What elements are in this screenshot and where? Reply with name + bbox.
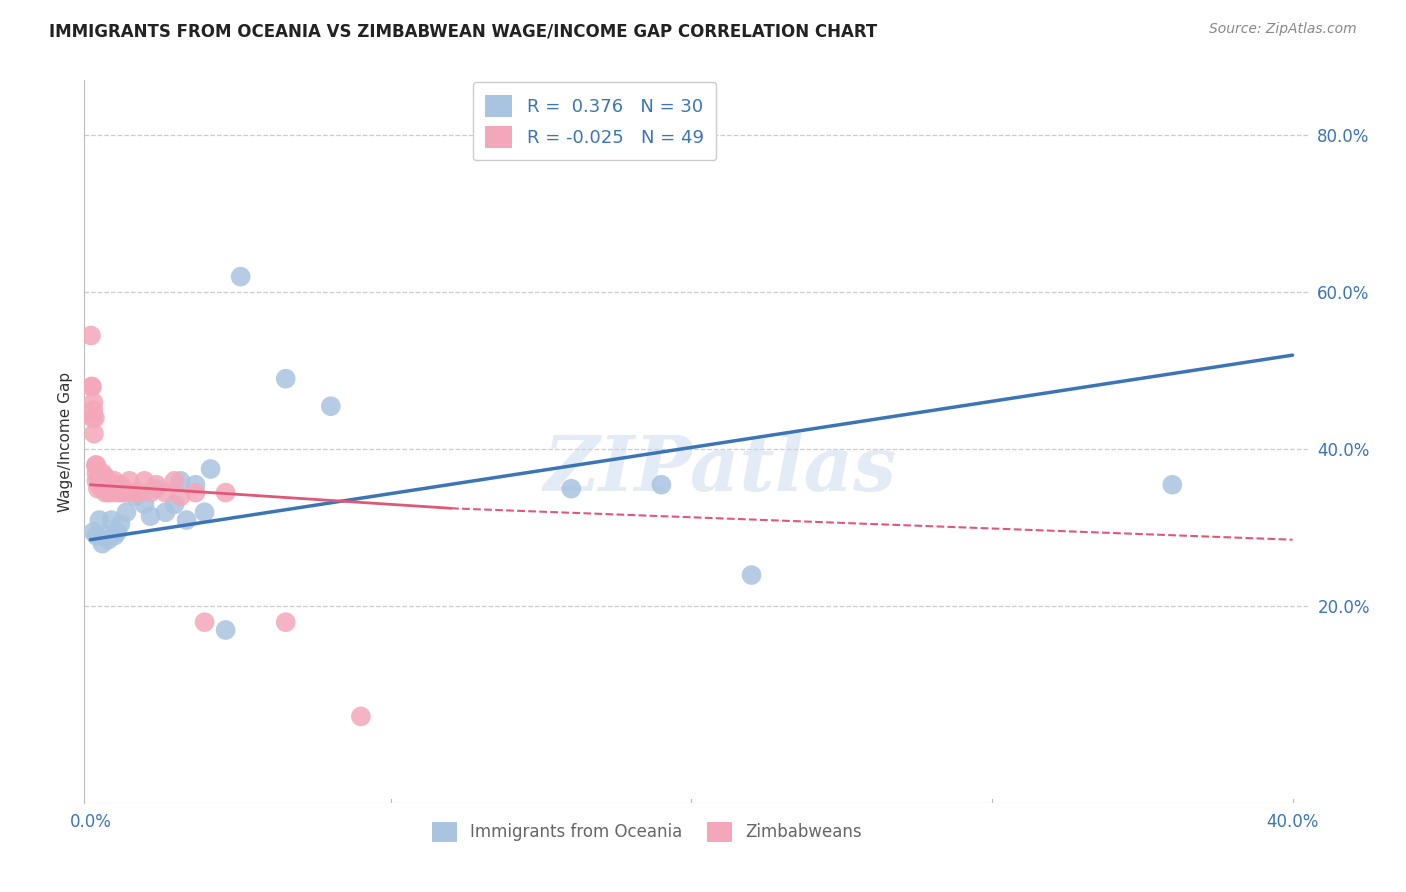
Point: [103, 474, 125, 488]
Point: [184, 477, 207, 491]
Point: [91, 536, 114, 550]
Point: [90, 477, 112, 491]
Point: [118, 474, 141, 488]
Point: [139, 485, 162, 500]
Point: [80, 379, 103, 393]
Point: [100, 513, 122, 527]
Text: Source: ZipAtlas.com: Source: ZipAtlas.com: [1209, 22, 1357, 37]
Point: [80, 328, 103, 343]
Point: [91, 466, 114, 480]
Point: [169, 490, 191, 504]
Point: [82, 411, 104, 425]
Point: [155, 505, 177, 519]
Point: [100, 485, 122, 500]
Point: [107, 524, 129, 539]
Point: [115, 505, 138, 519]
Point: [103, 482, 125, 496]
Point: [89, 470, 111, 484]
Point: [86, 458, 108, 472]
Point: [83, 411, 105, 425]
Point: [89, 474, 111, 488]
Point: [110, 485, 132, 500]
Point: [229, 269, 252, 284]
Point: [86, 529, 108, 543]
Point: [91, 477, 114, 491]
Point: [83, 426, 105, 441]
Point: [87, 482, 110, 496]
Point: [145, 482, 167, 496]
Point: [89, 477, 111, 491]
Point: [94, 485, 117, 500]
Point: [145, 477, 167, 491]
Point: [103, 529, 125, 543]
Point: [176, 513, 198, 527]
Point: [274, 615, 297, 630]
Point: [741, 568, 763, 582]
Point: [124, 490, 146, 504]
Point: [214, 623, 236, 637]
Point: [200, 462, 222, 476]
Point: [155, 485, 177, 500]
Point: [97, 477, 120, 491]
Point: [194, 615, 217, 630]
Point: [163, 497, 186, 511]
Point: [82, 395, 104, 409]
Point: [134, 474, 156, 488]
Point: [127, 485, 149, 500]
Y-axis label: Wage/Income Gap: Wage/Income Gap: [58, 371, 73, 512]
Text: ZIPatlas: ZIPatlas: [544, 434, 897, 508]
Point: [107, 477, 129, 491]
Point: [82, 403, 104, 417]
Point: [560, 482, 582, 496]
Point: [94, 529, 117, 543]
Point: [86, 474, 108, 488]
Text: IMMIGRANTS FROM OCEANIA VS ZIMBABWEAN WAGE/INCOME GAP CORRELATION CHART: IMMIGRANTS FROM OCEANIA VS ZIMBABWEAN WA…: [49, 22, 877, 40]
Point: [86, 466, 108, 480]
Point: [110, 516, 132, 531]
Point: [194, 505, 217, 519]
Point: [163, 474, 186, 488]
Legend: Immigrants from Oceania, Zimbabweans: Immigrants from Oceania, Zimbabweans: [425, 815, 869, 848]
Point: [107, 485, 129, 500]
Point: [184, 485, 207, 500]
Point: [91, 482, 114, 496]
Point: [134, 497, 156, 511]
Point: [89, 513, 111, 527]
Point: [97, 485, 120, 500]
Point: [112, 485, 135, 500]
Point: [274, 372, 297, 386]
Point: [110, 477, 132, 491]
Point: [84, 458, 107, 472]
Point: [124, 485, 146, 500]
Point: [97, 533, 120, 547]
Point: [82, 524, 104, 539]
Point: [350, 709, 373, 723]
Point: [650, 477, 672, 491]
Point: [1161, 477, 1184, 491]
Point: [94, 477, 117, 491]
Point: [115, 485, 138, 500]
Point: [169, 474, 191, 488]
Point: [91, 474, 114, 488]
Point: [139, 509, 162, 524]
Point: [94, 470, 117, 484]
Point: [214, 485, 236, 500]
Point: [80, 379, 103, 393]
Point: [319, 399, 342, 413]
